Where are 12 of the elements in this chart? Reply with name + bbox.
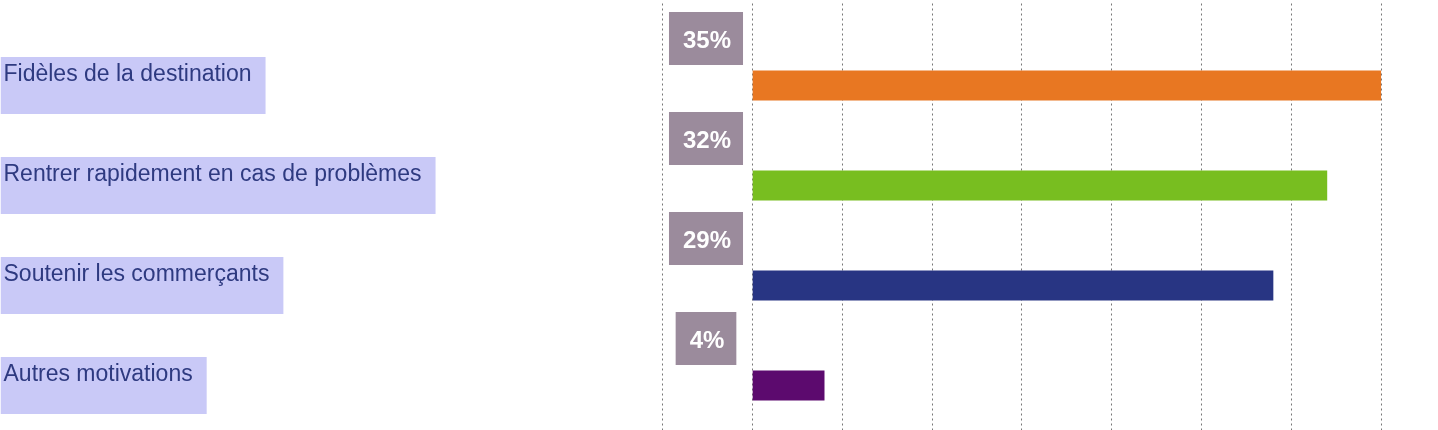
bar — [752, 270, 1274, 301]
bar — [752, 170, 1328, 201]
y-tick-label: Fidèles de la destination — [3, 60, 252, 86]
data-label: 35% — [682, 26, 732, 53]
bar — [752, 70, 1382, 101]
data-label: 4% — [689, 326, 725, 353]
y-tick-label: Rentrer rapidement en cas de problèmes — [3, 160, 422, 186]
y-tick-label: Autres motivations — [3, 360, 193, 386]
bar — [752, 370, 825, 401]
data-label: 29% — [682, 226, 732, 253]
y-tick-label: Soutenir les commerçants — [3, 260, 270, 286]
data-label: 32% — [682, 126, 732, 153]
